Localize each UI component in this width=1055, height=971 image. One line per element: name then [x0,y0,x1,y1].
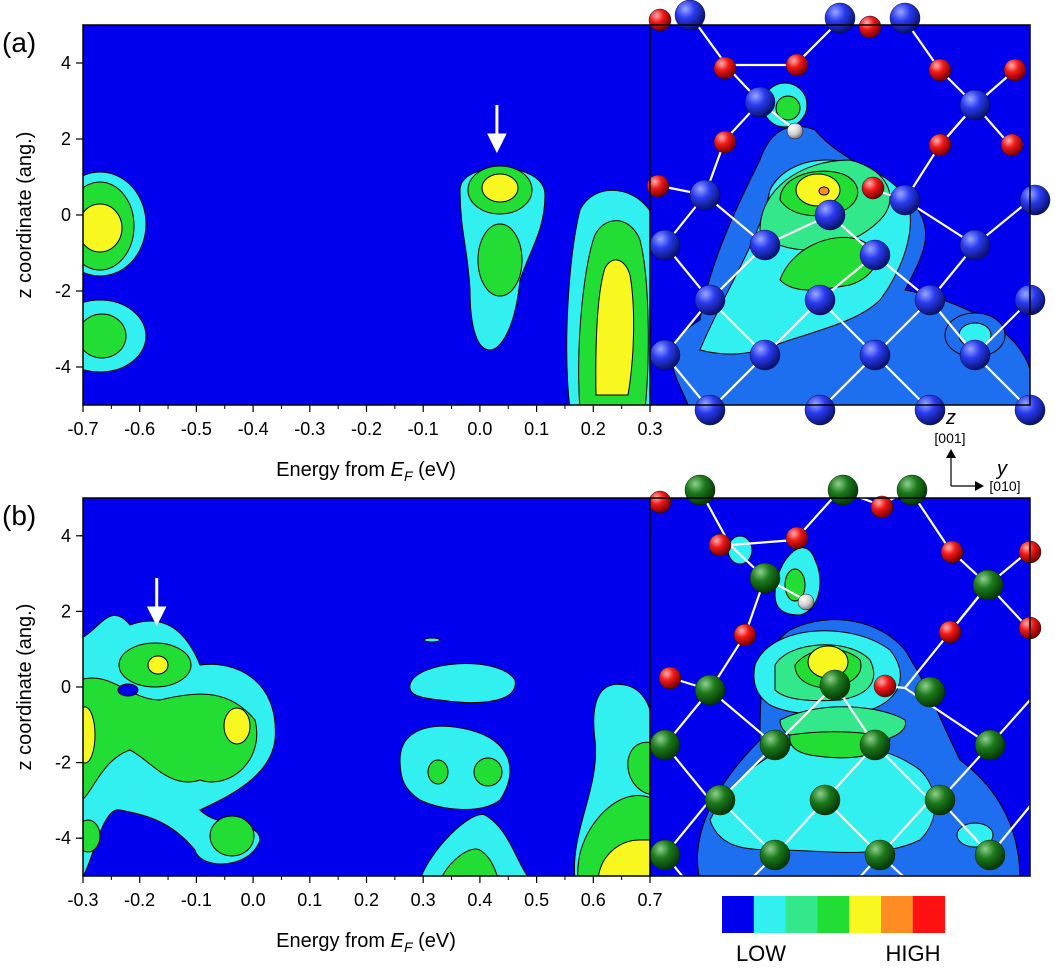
panel-a-xtick-label: 0.2 [581,419,606,439]
panel-b-ytick-label: -2 [55,753,71,773]
panel-b-feature-center [399,637,528,876]
colorbar-low-label: LOW [736,941,786,966]
panel-a-xtick-label: 0.1 [524,419,549,439]
panel-a-xtick-label: -0.2 [351,419,382,439]
panel-a-feature-center [459,165,546,351]
colorbar-cell [849,896,882,933]
panel-a-feature-left-lower [83,299,147,373]
panel-a-ylabel: z coordinate (ang.) [14,132,36,299]
panel-b-xlabel: Energy from EF (eV) [276,930,456,955]
panel-a-xtick-label: -0.5 [181,419,212,439]
panel-a-feature-left-upper [83,171,147,277]
colorbar-cell [912,896,946,933]
panel-a: (a) [2,0,1051,484]
panel-b-axes: -0.3 -0.2 -0.1 0.0 0.1 0.2 0.3 0.4 0.5 0.6 0.7 -4 -2… [55,526,663,910]
panel-b: (b) [2,474,1042,955]
panel-a-ytick-label: 2 [61,129,71,149]
panel-b-xtick-label: -0.2 [124,890,155,910]
panel-a-label: (a) [2,27,36,58]
panel-b-feature-right [573,683,650,876]
panel-b-xtick-label: -0.1 [181,890,212,910]
colorbar-cell [753,896,787,933]
panel-b-xtick-label: 0.5 [524,890,549,910]
z-axis-label: z [945,407,956,429]
colorbar-cell [881,896,914,933]
panel-b-xtick-label: -0.3 [67,890,98,910]
colorbar-cell [817,896,850,933]
z-axis-direction: [001] [934,430,965,446]
panel-b-ytick-label: 0 [61,677,71,697]
panel-a-arrow-head [487,133,507,154]
panel-a-feature-right [566,189,650,405]
panel-b-feature-left [83,614,276,876]
panel-a-ytick-label: 0 [61,205,71,225]
panel-b-xtick-label: 0.4 [467,890,492,910]
panel-a-xtick-label: -0.4 [238,419,269,439]
panel-b-xtick-label: 0.0 [241,890,266,910]
panel-a-xtick-label: -0.1 [408,419,439,439]
panel-b-xtick-label: 0.2 [354,890,379,910]
panel-b-xtick-label: 0.7 [637,890,662,910]
panel-b-xtick-label: 0.1 [297,890,322,910]
panel-a-xtick-label: -0.7 [67,419,98,439]
panel-a-xtick-label: -0.3 [294,419,325,439]
panel-a-ytick-label: -2 [55,281,71,301]
axis-orientation-indicator: z [001] y [010] [934,407,1020,494]
colorbar-cell [722,896,755,933]
panel-b-ylabel: z coordinate (ang.) [14,604,36,771]
y-axis-direction: [010] [989,478,1020,494]
z-axis-arrowhead [946,449,956,458]
panel-a-axes: -0.7 -0.6 -0.5 -0.4 -0.3 -0.2 -0.1 0.0 0.1 0.2 0.3… [55,53,663,439]
colorbar-cell [785,896,818,933]
y-axis-label: y [995,458,1008,480]
panel-a-density-map [671,82,1030,405]
panel-a-xtick-label: 0.0 [467,419,492,439]
panel-b-xtick-label: 0.3 [411,890,436,910]
colorbar-high-label: HIGH [886,941,941,966]
panel-b-ytick-label: 2 [61,601,71,621]
panel-b-density-map [697,535,1021,876]
panel-a-xlabel: Energy from EF (eV) [276,459,456,484]
colorbar-cells [722,896,946,933]
panel-b-arrow-head [146,606,167,627]
panel-b-ytick-label: -4 [55,828,71,848]
panel-b-ytick-label: 4 [61,526,71,546]
colorbar: LOW HIGH [722,896,946,966]
panel-a-arrow [487,105,507,154]
y-axis-arrowhead [975,481,984,491]
panel-a-xtick-label: 0.3 [637,419,662,439]
panel-b-xtick-label: 0.6 [581,890,606,910]
panel-b-arrow [146,578,167,627]
panel-a-xtick-label: -0.6 [124,419,155,439]
panel-a-ytick-label: -4 [55,357,71,377]
panel-b-label: (b) [2,500,36,531]
panel-a-ytick-label: 4 [61,53,71,73]
